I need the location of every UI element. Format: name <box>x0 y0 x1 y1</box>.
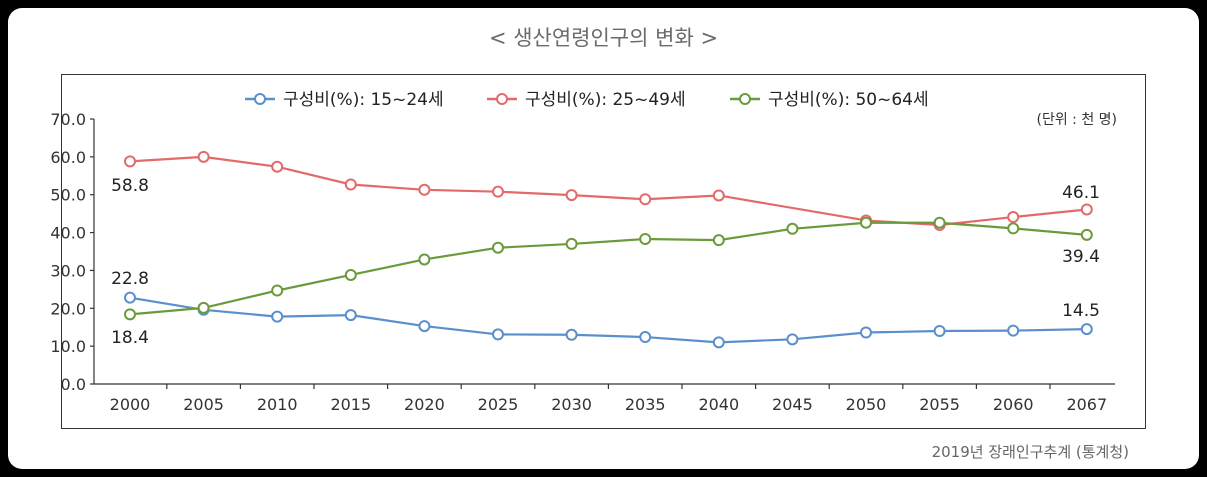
chart-frame <box>61 74 1146 429</box>
y-tick-label: 10.0 <box>50 337 86 356</box>
data-point <box>271 310 284 323</box>
data-label: 58.8 <box>111 176 149 196</box>
x-tick-label: 2045 <box>772 395 813 414</box>
chart-title: < 생산연령인구의 변화 > <box>488 26 719 50</box>
y-tick-label: 0.0 <box>61 375 86 394</box>
data-point <box>933 325 946 337</box>
data-point <box>124 291 136 304</box>
data-point <box>565 328 578 341</box>
y-tick-label: 30.0 <box>50 261 86 280</box>
chart-card: < 생산연령인구의 변화 > 2019년 장래인구추계 (통계청) <box>8 8 1199 469</box>
data-point <box>639 193 652 206</box>
data-point <box>492 185 504 198</box>
series-line-3 <box>129 221 1087 316</box>
data-point <box>639 331 652 344</box>
data-point <box>712 234 725 247</box>
y-tick-label: 50.0 <box>50 186 86 205</box>
data-point <box>712 336 725 349</box>
data-point <box>124 308 136 321</box>
legend-label: 구성비(%): 25~49세 <box>525 90 686 110</box>
data-label: 22.8 <box>111 269 149 289</box>
data-point <box>271 284 284 297</box>
data-point <box>860 216 872 229</box>
data-label: 46.1 <box>1062 183 1100 203</box>
data-point <box>1080 323 1093 336</box>
y-tick-label: 60.0 <box>50 148 86 167</box>
data-point <box>271 160 284 173</box>
data-point <box>197 301 210 314</box>
x-tick-label: 2015 <box>330 395 371 414</box>
legend-label: 구성비(%): 50~64세 <box>768 90 929 110</box>
x-tick-label: 2020 <box>404 395 445 414</box>
data-point <box>1080 203 1093 216</box>
data-point <box>344 178 357 191</box>
data-label: 14.5 <box>1062 301 1100 321</box>
x-tick-label: 2035 <box>625 395 666 414</box>
x-tick-label: 2050 <box>846 395 887 414</box>
data-point <box>344 309 357 322</box>
data-point <box>786 222 799 235</box>
data-point <box>786 333 799 346</box>
data-point <box>1007 324 1020 337</box>
data-point <box>1080 228 1093 241</box>
data-point <box>344 268 357 281</box>
data-point <box>418 320 431 333</box>
data-point <box>124 155 136 168</box>
data-label: 18.4 <box>111 328 149 348</box>
legend-marker <box>254 93 266 105</box>
x-tick-label: 2040 <box>698 395 739 414</box>
data-point <box>565 189 578 202</box>
legend-marker <box>496 93 508 105</box>
legend-label: 구성비(%): 15~24세 <box>283 90 444 110</box>
x-tick-label: 2030 <box>551 395 592 414</box>
data-point <box>418 253 431 266</box>
y-tick-label: 70.0 <box>50 110 86 129</box>
unit-label: (단위 : 천 명) <box>1036 112 1117 128</box>
data-point <box>1007 211 1020 224</box>
data-label: 39.4 <box>1062 247 1100 267</box>
data-point <box>492 328 504 341</box>
x-tick-label: 2010 <box>257 395 298 414</box>
data-point <box>712 189 725 202</box>
source-note: 2019년 장래인구추계 (통계청) <box>931 443 1129 461</box>
data-point <box>565 237 578 250</box>
data-point <box>197 150 210 163</box>
data-point <box>1007 222 1020 235</box>
y-tick-label: 40.0 <box>50 224 86 243</box>
data-point <box>639 233 652 246</box>
data-point <box>933 216 946 229</box>
x-tick-label: 2025 <box>478 395 519 414</box>
series-line-1 <box>129 296 1087 344</box>
data-point <box>492 241 504 254</box>
x-tick-label: 2005 <box>183 395 224 414</box>
data-point <box>860 326 872 339</box>
data-point <box>418 183 431 196</box>
x-tick-label: 2055 <box>919 395 960 414</box>
legend-marker <box>739 93 751 105</box>
x-tick-label: 2067 <box>1066 395 1107 414</box>
x-tick-label: 2000 <box>110 395 151 414</box>
x-tick-label: 2060 <box>993 395 1034 414</box>
y-tick-label: 20.0 <box>50 299 86 318</box>
